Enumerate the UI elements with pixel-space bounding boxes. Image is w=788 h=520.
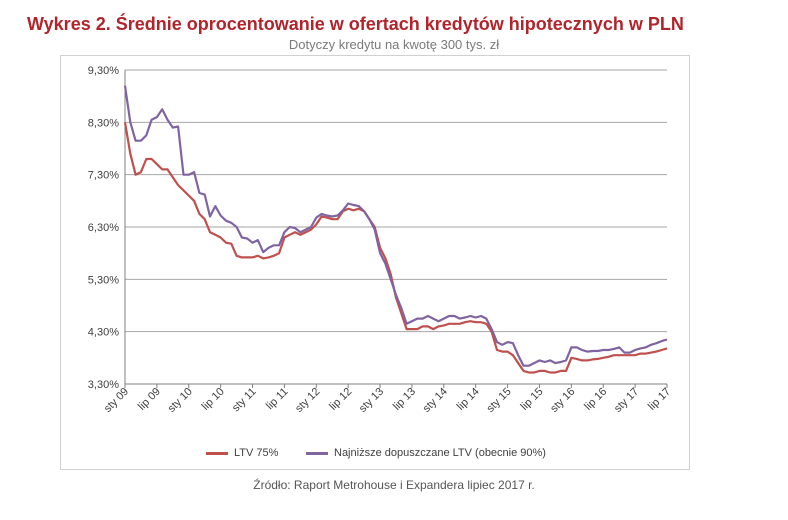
- x-tick-label: lip 14: [455, 386, 482, 413]
- legend-swatch-series-1: [206, 451, 228, 455]
- legend-label-series-1: LTV 75%: [234, 447, 279, 459]
- y-tick-label: 6,30%: [88, 222, 119, 234]
- chart-title: Wykres 2. Średnie oprocentowanie w ofert…: [27, 14, 684, 34]
- chart-frame: [60, 55, 690, 470]
- legend-label-series-2: Najniższe dopuszczane LTV (obecnie 90%): [334, 447, 546, 459]
- legend-item-series-2: Najniższe dopuszczane LTV (obecnie 90%): [306, 447, 546, 459]
- x-tick-label: sty 12: [293, 386, 322, 415]
- y-tick-label: 7,30%: [88, 170, 119, 182]
- series-line-2: [123, 85, 668, 367]
- x-tick-label: sty 17: [612, 386, 641, 415]
- x-tick-label: lip 12: [327, 386, 354, 413]
- x-tick-label: lip 11: [264, 386, 291, 413]
- y-tick-label: 9,30%: [88, 65, 119, 77]
- legend-item-series-1: LTV 75%: [206, 447, 278, 459]
- chart-subtitle: Dotyczy kredytu na kwotę 300 tys. zł: [288, 37, 500, 52]
- x-tick-label: sty 15: [484, 386, 513, 415]
- y-tick-label: 3,30%: [88, 379, 119, 391]
- y-tick-label: 5,30%: [88, 274, 119, 286]
- x-tick-label: lip 10: [200, 386, 227, 413]
- x-tick-label: lip 09: [136, 386, 163, 413]
- source-note: Źródło: Raport Metrohouse i Expandera li…: [253, 478, 535, 492]
- x-tick-label: sty 16: [548, 386, 577, 415]
- x-tick-label: lip 17: [646, 386, 673, 413]
- x-tick-label: sty 11: [230, 386, 259, 415]
- y-tick-label: 8,30%: [88, 117, 119, 129]
- x-tick-label: lip 13: [391, 386, 418, 413]
- x-tick-label: sty 14: [421, 386, 450, 415]
- series-line-1: [123, 122, 668, 374]
- y-tick-label: 4,30%: [88, 327, 119, 339]
- x-tick-label: lip 15: [519, 386, 546, 413]
- x-tick-label: lip 16: [582, 386, 609, 413]
- legend-swatch-series-2: [306, 451, 328, 455]
- x-tick-label: sty 13: [357, 386, 386, 415]
- x-tick-label: sty 10: [166, 386, 195, 415]
